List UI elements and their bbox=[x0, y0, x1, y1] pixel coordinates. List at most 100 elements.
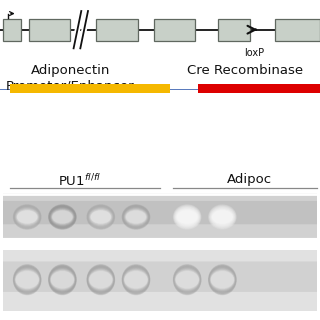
Ellipse shape bbox=[211, 270, 234, 289]
Ellipse shape bbox=[209, 266, 236, 294]
Ellipse shape bbox=[124, 270, 148, 290]
Ellipse shape bbox=[123, 206, 149, 228]
Ellipse shape bbox=[14, 267, 40, 292]
Ellipse shape bbox=[88, 206, 114, 228]
Ellipse shape bbox=[124, 207, 148, 227]
Ellipse shape bbox=[211, 271, 234, 288]
Ellipse shape bbox=[209, 266, 236, 293]
Ellipse shape bbox=[49, 267, 76, 293]
Ellipse shape bbox=[175, 208, 199, 226]
Ellipse shape bbox=[88, 206, 114, 228]
Ellipse shape bbox=[122, 264, 150, 295]
Ellipse shape bbox=[13, 265, 41, 295]
Ellipse shape bbox=[49, 268, 76, 292]
Ellipse shape bbox=[210, 270, 235, 290]
Ellipse shape bbox=[175, 270, 199, 289]
Ellipse shape bbox=[14, 266, 41, 293]
Ellipse shape bbox=[125, 210, 147, 224]
Ellipse shape bbox=[51, 208, 74, 226]
Ellipse shape bbox=[17, 210, 37, 224]
Ellipse shape bbox=[176, 209, 199, 225]
Ellipse shape bbox=[211, 271, 234, 289]
Ellipse shape bbox=[48, 264, 77, 295]
Ellipse shape bbox=[122, 265, 150, 294]
Ellipse shape bbox=[126, 210, 146, 224]
Ellipse shape bbox=[209, 205, 236, 229]
Ellipse shape bbox=[210, 206, 235, 228]
Ellipse shape bbox=[89, 270, 113, 289]
Ellipse shape bbox=[16, 209, 38, 225]
Ellipse shape bbox=[49, 206, 76, 228]
Ellipse shape bbox=[123, 206, 149, 228]
Ellipse shape bbox=[48, 265, 76, 295]
Ellipse shape bbox=[177, 211, 197, 223]
Ellipse shape bbox=[13, 205, 41, 229]
Ellipse shape bbox=[125, 210, 147, 224]
Ellipse shape bbox=[49, 206, 76, 228]
Ellipse shape bbox=[210, 207, 235, 227]
Ellipse shape bbox=[48, 204, 76, 229]
Ellipse shape bbox=[52, 209, 73, 225]
Ellipse shape bbox=[209, 206, 236, 228]
Ellipse shape bbox=[50, 269, 75, 290]
Ellipse shape bbox=[177, 210, 197, 224]
Ellipse shape bbox=[210, 268, 235, 292]
Ellipse shape bbox=[49, 267, 76, 292]
Ellipse shape bbox=[124, 271, 148, 289]
Ellipse shape bbox=[124, 269, 148, 290]
Ellipse shape bbox=[173, 266, 201, 293]
Ellipse shape bbox=[87, 266, 115, 293]
Ellipse shape bbox=[15, 268, 40, 291]
Ellipse shape bbox=[15, 270, 39, 289]
Text: loxP: loxP bbox=[244, 48, 264, 58]
Ellipse shape bbox=[124, 207, 148, 227]
Ellipse shape bbox=[16, 209, 39, 225]
Ellipse shape bbox=[50, 270, 75, 290]
Ellipse shape bbox=[175, 208, 199, 227]
Ellipse shape bbox=[175, 269, 200, 291]
Ellipse shape bbox=[13, 264, 42, 295]
Ellipse shape bbox=[211, 209, 234, 225]
Ellipse shape bbox=[208, 265, 236, 295]
Text: Adiponectin
Promoter/Enhancer: Adiponectin Promoter/Enhancer bbox=[6, 64, 135, 92]
Ellipse shape bbox=[124, 208, 148, 227]
Ellipse shape bbox=[123, 268, 149, 291]
Ellipse shape bbox=[173, 265, 201, 294]
Ellipse shape bbox=[173, 205, 201, 229]
Ellipse shape bbox=[51, 209, 74, 225]
Ellipse shape bbox=[124, 208, 148, 226]
Ellipse shape bbox=[17, 210, 38, 224]
Ellipse shape bbox=[91, 210, 111, 224]
Ellipse shape bbox=[123, 266, 149, 293]
Ellipse shape bbox=[173, 204, 202, 230]
Ellipse shape bbox=[124, 270, 148, 289]
Ellipse shape bbox=[89, 270, 113, 290]
Text: PU1$^{fl/fl}$: PU1$^{fl/fl}$ bbox=[59, 172, 101, 188]
Ellipse shape bbox=[16, 209, 38, 225]
Ellipse shape bbox=[174, 267, 200, 292]
Ellipse shape bbox=[48, 204, 77, 230]
Ellipse shape bbox=[211, 208, 234, 226]
Ellipse shape bbox=[88, 268, 114, 292]
Ellipse shape bbox=[13, 204, 41, 229]
Ellipse shape bbox=[51, 270, 74, 289]
Ellipse shape bbox=[50, 268, 75, 292]
Ellipse shape bbox=[89, 270, 113, 289]
Ellipse shape bbox=[176, 271, 199, 289]
Ellipse shape bbox=[124, 208, 148, 226]
Ellipse shape bbox=[86, 264, 115, 295]
Ellipse shape bbox=[87, 205, 114, 228]
Ellipse shape bbox=[14, 206, 40, 228]
Ellipse shape bbox=[208, 204, 237, 230]
Bar bbox=[3, 19, 21, 41]
Ellipse shape bbox=[50, 268, 75, 291]
Ellipse shape bbox=[14, 268, 40, 292]
Ellipse shape bbox=[209, 205, 236, 228]
Ellipse shape bbox=[124, 270, 148, 289]
Ellipse shape bbox=[122, 264, 150, 295]
Ellipse shape bbox=[208, 264, 237, 295]
Ellipse shape bbox=[208, 264, 237, 295]
Ellipse shape bbox=[14, 268, 40, 292]
Bar bbox=[96, 19, 138, 41]
Ellipse shape bbox=[123, 268, 149, 292]
